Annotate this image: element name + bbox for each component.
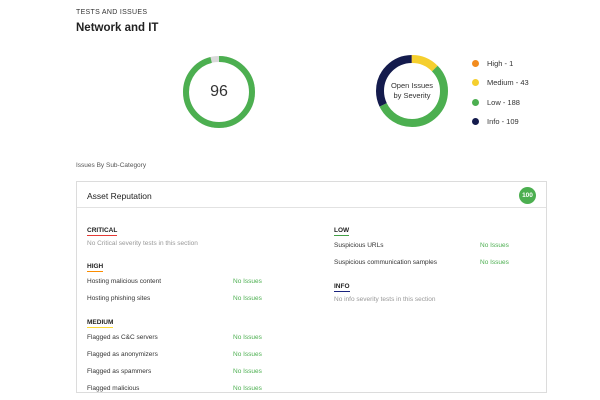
severity-donut: Open Issues by Severity [375,48,449,134]
section-overline: TESTS AND ISSUES [76,9,148,16]
score-badge: 100 [519,187,536,204]
test-name: Hosting phishing sites [87,295,151,302]
test-name: Hosting malicious content [87,278,162,285]
severity-donut-center: Open Issues by Severity [375,48,449,134]
test-name: Suspicious communication samples [334,259,437,266]
test-status: No Issues [233,368,262,375]
test-name: Flagged as C&C servers [87,334,158,341]
test-status: No Issues [233,295,262,302]
card-title: Asset Reputation [87,191,152,201]
legend-dot-icon [472,98,479,106]
section-label: MEDIUM [87,319,114,328]
test-name: Suspicious URLs [334,242,384,249]
section-low: LOW Suspicious URLs No Issues Suspicious co… [334,219,539,271]
legend-label: Low - 188 [487,97,520,107]
test-row[interactable]: Suspicious URLs No Issues [334,237,539,254]
legend-item-low[interactable]: Low - 188 [472,93,529,112]
severity-segment-low[interactable] [376,55,448,127]
empty-section-note: No info severity tests in this section [334,296,436,303]
severity-donut-graphic [376,55,448,127]
test-row[interactable]: Flagged as spammers No Issues [87,363,317,380]
section-high: HIGH Hosting malicious content No Issues Ho… [87,255,317,307]
test-name: Flagged as spammers [87,368,152,375]
section-info: INFO No info severity tests in this secti… [334,275,539,303]
legend-item-medium[interactable]: Medium - 43 [472,73,529,92]
section-label: CRITICAL [87,227,118,236]
section-medium: MEDIUM Flagged as C&C servers No Issues Fla… [87,311,317,400]
section-label: LOW [334,227,350,236]
test-row[interactable]: Flagged as C&C servers No Issues [87,329,317,346]
legend-dot-icon [472,60,479,68]
subcategory-heading: Issues By Sub-Category [76,162,147,169]
test-row[interactable]: Hosting phishing sites No Issues [87,290,317,307]
score-donut: 96 [182,55,256,129]
legend-dot-icon [472,79,479,87]
legend-label: High - 1 [487,59,514,69]
test-status: No Issues [233,334,262,341]
section-critical: CRITICAL No Critical severity tests in th… [87,219,317,247]
test-status: No Issues [233,278,262,285]
legend-dot-icon [472,118,479,126]
test-name: Flagged malicious [87,385,140,392]
section-label: INFO [334,283,350,292]
legend-label: Medium - 43 [487,78,529,88]
test-status: No Issues [233,351,262,358]
section-label: HIGH [87,263,104,272]
legend-item-info[interactable]: Info - 109 [472,112,529,131]
severity-segment-info[interactable] [376,55,448,127]
left-column: CRITICAL No Critical severity tests in th… [87,215,317,400]
severity-legend: High - 1 Medium - 43 Low - 188 Info - 109 [472,54,529,131]
legend-label: Info - 109 [487,117,519,127]
test-row[interactable]: Flagged malicious No Issues [87,380,317,397]
test-row[interactable]: Flagged as anonymizers No Issues [87,346,317,363]
right-column: LOW Suspicious URLs No Issues Suspicious co… [334,215,539,311]
severity-center-label: Open Issues by Severity [390,80,434,100]
card-header[interactable]: Asset Reputation 100 [77,182,546,208]
test-status: No Issues [480,259,509,266]
score-value: 96 [210,83,228,100]
asset-reputation-card: Asset Reputation 100 CRITICAL No Critical… [76,181,547,393]
test-name: Flagged as anonymizers [87,351,158,358]
test-row[interactable]: Hosting malicious content No Issues [87,273,317,290]
test-status: No Issues [480,242,509,249]
test-status: No Issues [233,385,262,392]
legend-item-high[interactable]: High - 1 [472,54,529,73]
severity-segment-high[interactable] [376,55,448,127]
score-arc [183,56,255,128]
score-donut-graphic [183,56,255,128]
page-title: Network and IT [76,22,159,34]
empty-section-note: No Critical severity tests in this secti… [87,240,198,247]
test-row[interactable]: Suspicious communication samples No Issue… [334,254,539,271]
